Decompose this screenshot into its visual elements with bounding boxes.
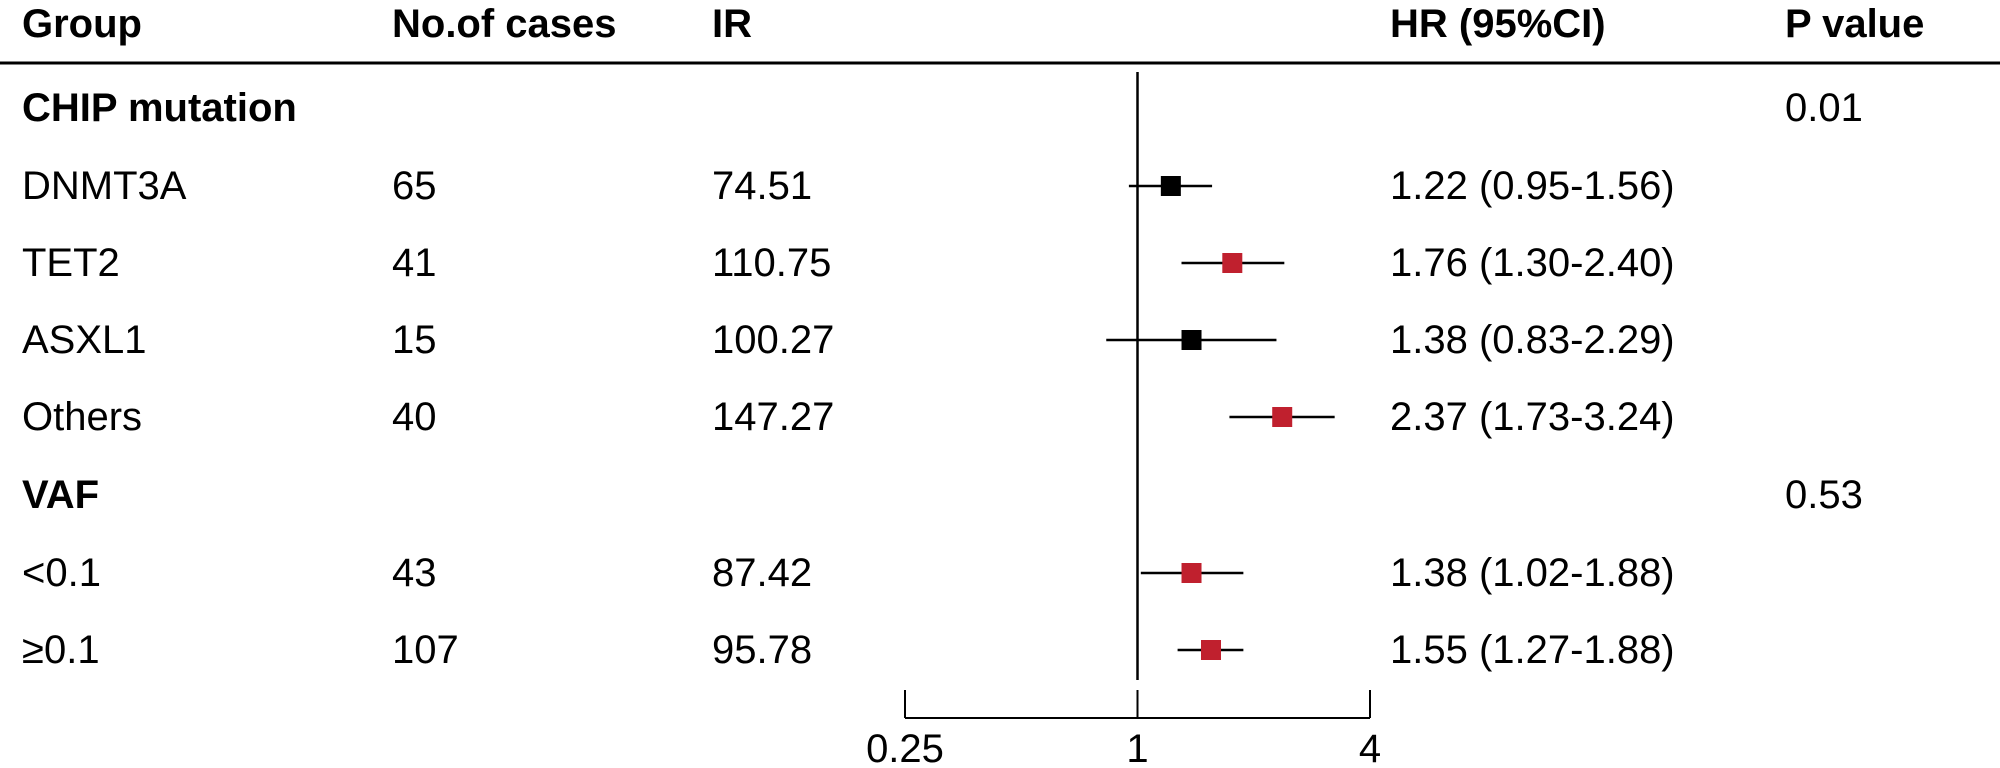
- hr-point-marker: [1160, 176, 1181, 196]
- row-hr-ci: 1.55 (1.27-1.88): [1390, 628, 1675, 672]
- hr-point-marker: [1181, 330, 1202, 350]
- header-p-value: P value: [1785, 2, 1925, 46]
- row-ir: 110.75: [712, 241, 832, 285]
- row-hr-ci: 1.38 (0.83-2.29): [1390, 318, 1675, 362]
- header-cases: No.of cases: [392, 2, 617, 46]
- row-ir: 87.42: [712, 551, 813, 595]
- row-ir: 147.27: [712, 395, 835, 439]
- header-ir: IR: [712, 2, 752, 46]
- x-axis-tick-label: 1: [1126, 727, 1148, 768]
- row-hr-ci: 1.22 (0.95-1.56): [1390, 164, 1675, 208]
- row-hr-ci: 2.37 (1.73-3.24): [1390, 395, 1675, 439]
- p-value-vaf: 0.53: [1785, 473, 1863, 517]
- row-group: ASXL1: [22, 318, 147, 362]
- x-axis-tick-label: 4: [1359, 727, 1381, 768]
- hr-point-marker: [1222, 253, 1243, 273]
- section-title-vaf: VAF: [22, 473, 100, 517]
- row-group: DNMT3A: [22, 164, 187, 208]
- row-cases: 107: [392, 628, 459, 672]
- header-hr: HR (95%CI): [1390, 2, 1606, 46]
- row-group: TET2: [22, 241, 120, 285]
- p-value-chip: 0.01: [1785, 86, 1863, 130]
- row-ir: 95.78: [712, 628, 813, 672]
- row-group: <0.1: [22, 551, 101, 595]
- row-group: Others: [22, 395, 143, 439]
- row-hr-ci: 1.38 (1.02-1.88): [1390, 551, 1675, 595]
- row-hr-ci: 1.76 (1.30-2.40): [1390, 241, 1675, 285]
- hr-point-marker: [1181, 563, 1202, 583]
- row-cases: 40: [392, 395, 437, 439]
- x-axis-tick-label: 0.25: [866, 727, 944, 768]
- row-cases: 15: [392, 318, 437, 362]
- hr-point-marker: [1272, 407, 1293, 427]
- row-ir: 74.51: [712, 164, 813, 208]
- section-title-chip: CHIP mutation: [22, 86, 297, 130]
- row-group: ≥0.1: [22, 628, 100, 672]
- row-cases: 41: [392, 241, 437, 285]
- hr-point-marker: [1201, 640, 1222, 660]
- row-cases: 43: [392, 551, 437, 595]
- row-ir: 100.27: [712, 318, 835, 362]
- row-cases: 65: [392, 164, 437, 208]
- header-group: Group: [22, 2, 142, 46]
